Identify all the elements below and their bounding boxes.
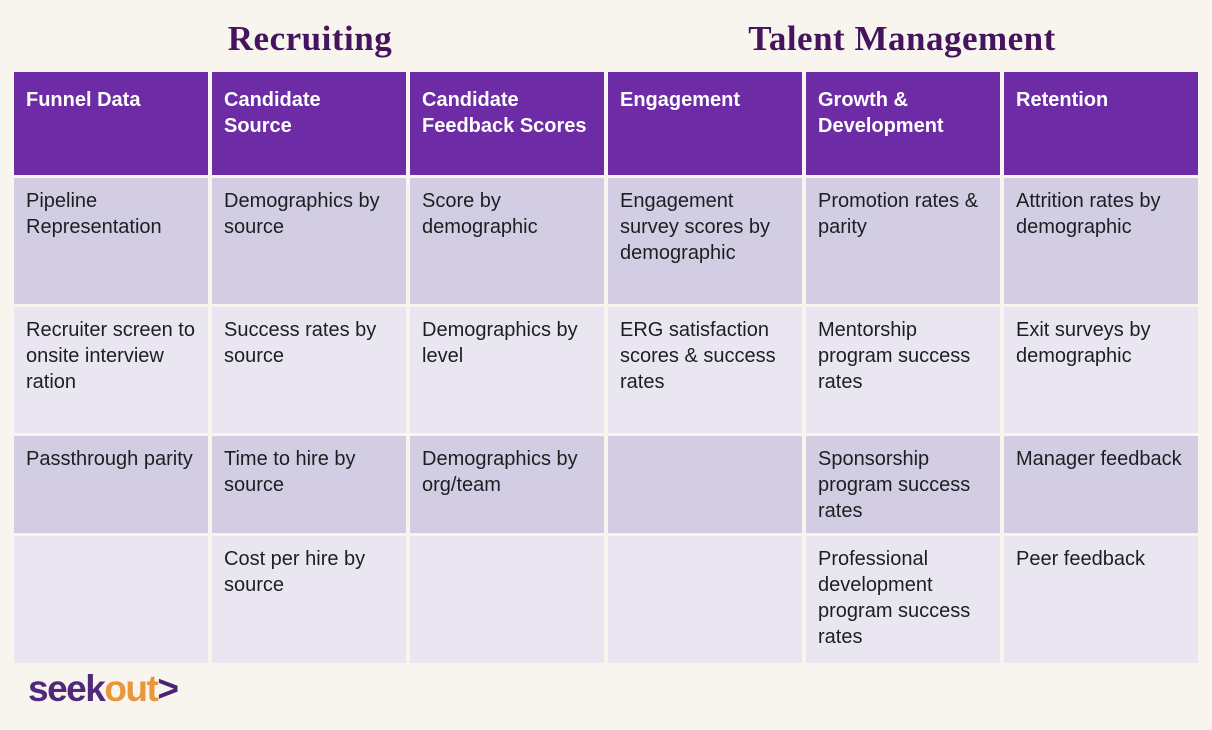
table-cell: Professional development program success… [806, 536, 1000, 663]
table-cell: Manager feedback [1004, 436, 1198, 533]
section-title-talent-management: Talent Management [748, 19, 1056, 58]
table-cell: Recruiter screen to onsite interview rat… [14, 307, 208, 433]
table-cell: Promotion rates & parity [806, 178, 1000, 304]
metrics-table: Funnel Data Candidate Source Candidate F… [14, 72, 1198, 663]
header-cell-engagement: Engagement [608, 72, 802, 175]
header-cell-growth-development: Growth & Development [806, 72, 1000, 175]
table-cell: Cost per hire by source [212, 536, 406, 663]
table-cell: Attrition rates by demographic [1004, 178, 1198, 304]
table-cell: Demographics by level [410, 307, 604, 433]
section-titles: Recruiting Talent Management [14, 0, 1198, 72]
logo-text-out: out [104, 668, 159, 709]
table-cell-empty [14, 536, 208, 663]
table-cell: Demographics by org/team [410, 436, 604, 533]
header-cell-retention: Retention [1004, 72, 1198, 175]
table-cell: Pipeline Representation [14, 178, 208, 304]
table-cell: Peer feedback [1004, 536, 1198, 663]
logo-text-seek: seek [28, 668, 106, 709]
header-cell-funnel-data: Funnel Data [14, 72, 208, 175]
chevron-right-icon: > [157, 668, 179, 709]
table-cell-empty [608, 536, 802, 663]
table-cell: Sponsorship program success rates [806, 436, 1000, 533]
table-cell: Demographics by source [212, 178, 406, 304]
header-cell-candidate-feedback-scores: Candidate Feedback Scores [410, 72, 604, 175]
table-cell-empty [410, 536, 604, 663]
table-cell: Success rates by source [212, 307, 406, 433]
table-cell-empty [608, 436, 802, 533]
seekout-logo: seekout> [28, 668, 179, 710]
table-cell: Exit surveys by demographic [1004, 307, 1198, 433]
table-cell: Engagement survey scores by demographic [608, 178, 802, 304]
table-cell: Mentorship program success rates [806, 307, 1000, 433]
section-title-recruiting: Recruiting [227, 19, 393, 58]
table-cell: Time to hire by source [212, 436, 406, 533]
header-cell-candidate-source: Candidate Source [212, 72, 406, 175]
table-cell: Passthrough parity [14, 436, 208, 533]
table-cell: Score by demographic [410, 178, 604, 304]
table-cell: ERG satisfaction scores & success rates [608, 307, 802, 433]
